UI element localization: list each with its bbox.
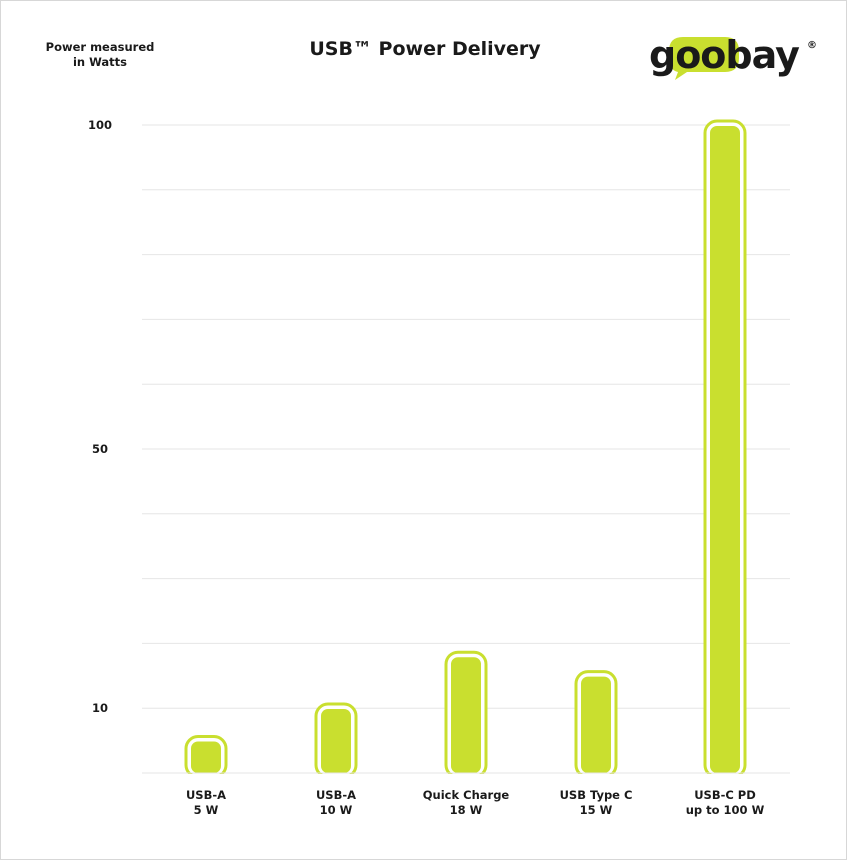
bar <box>581 676 611 773</box>
y-axis-label-line-1: Power measured <box>45 40 155 54</box>
x-tick-label: USB-C PD <box>694 788 756 802</box>
bar <box>191 741 221 773</box>
goobay-logo: goobay ® <box>645 30 825 85</box>
chart-title: USB™ Power Delivery <box>309 38 541 60</box>
x-tick-label: 10 W <box>320 803 353 817</box>
x-tick-label: 18 W <box>450 803 483 817</box>
x-tick-label: USB-A <box>186 788 226 802</box>
goobay-logo-icon: goobay ® <box>649 33 817 80</box>
y-tick-label: 100 <box>88 118 112 132</box>
x-tick-label: up to 100 W <box>686 803 765 817</box>
baseline-mask <box>142 774 790 780</box>
logo-registered-mark: ® <box>807 40 817 51</box>
x-tick-label: USB-A <box>316 788 356 802</box>
x-tick-label: Quick Charge <box>423 788 510 802</box>
y-tick-label: 50 <box>92 442 108 456</box>
bar <box>451 657 481 773</box>
y-axis-label: Power measured in Watts <box>40 40 160 70</box>
bar <box>321 709 351 773</box>
x-tick-label: 15 W <box>580 803 613 817</box>
x-tick-label: 5 W <box>194 803 219 817</box>
bar <box>710 126 740 773</box>
logo-bubble <box>669 37 739 80</box>
y-tick-label: 10 <box>92 701 108 715</box>
x-tick-label: USB Type C <box>560 788 633 802</box>
logo-wordmark: goobay <box>649 33 800 77</box>
y-axis-label-line-2: in Watts <box>72 55 127 69</box>
